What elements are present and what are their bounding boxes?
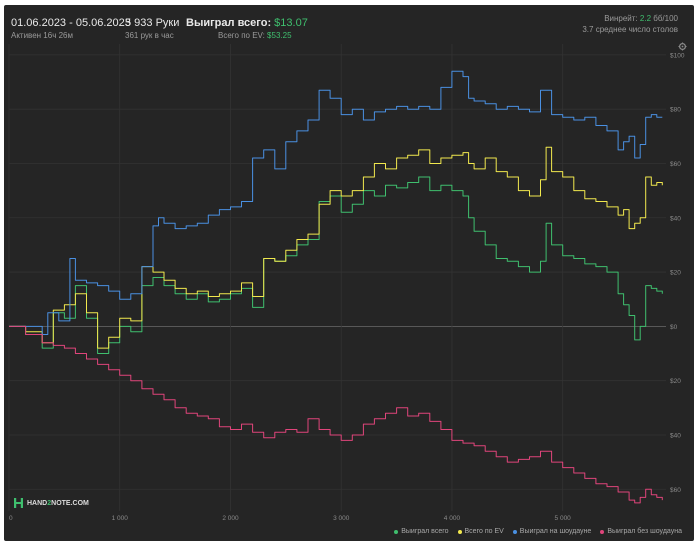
avg-tables: 3.7 среднее число столов (582, 25, 678, 34)
winrate-label: Винрейт: (604, 14, 638, 23)
hand2note-logo: HAND2NOTE.COM (14, 497, 89, 509)
legend-marker (600, 529, 605, 534)
x-tick-label: 4 000 (444, 515, 461, 522)
series-line (9, 176, 663, 354)
y-tick-label: $0 (670, 324, 678, 331)
chart-legend: Выиграл всего Всего по EV Выиграл на шоу… (394, 528, 682, 535)
active-time: Активен 16ч 26м (11, 31, 73, 40)
series-line (9, 70, 663, 335)
won-total-value: $13.07 (274, 17, 308, 29)
y-tick-label: $20 (670, 270, 681, 277)
won-total-label: Выиграл всего: (186, 17, 272, 29)
legend-marker (457, 529, 462, 534)
profit-chart: $100 $80 $60 $40 $20 $0 $20 $40 $60 0 1 000 2 000 3 … (8, 44, 685, 522)
ev-value: $53.25 (267, 31, 292, 40)
x-tick-label: 5 000 (555, 515, 572, 522)
x-tick-label: 3 000 (333, 515, 350, 522)
x-tick-label: 0 (9, 515, 13, 522)
x-tick-label: 2 000 (222, 515, 239, 522)
legend-marker (394, 529, 399, 534)
date-range: 01.06.2023 - 05.06.2023 (11, 17, 131, 29)
y-tick-label: $20 (670, 378, 681, 385)
legend-marker (512, 529, 517, 534)
won-total: Выиграл всего: $13.07 (186, 17, 308, 29)
series-line (9, 146, 663, 349)
x-tick-label: 1 000 (112, 515, 129, 522)
y-tick-label: $100 (670, 52, 685, 59)
legend-item-non-showdown[interactable]: Выиграл без шоудауна (600, 528, 682, 535)
y-tick-label: $80 (670, 107, 681, 114)
gear-icon[interactable] (678, 42, 687, 51)
ev-label: Всего по EV: (218, 31, 265, 40)
y-tick-label: $40 (670, 432, 681, 439)
series-line (9, 325, 663, 504)
y-tick-label: $60 (670, 487, 681, 494)
winrate-unit: бб/100 (653, 14, 678, 23)
legend-item-showdown[interactable]: Выиграл на шоудауне (512, 528, 591, 535)
y-tick-label: $40 (670, 215, 681, 222)
ev-total: Всего по EV: $53.25 (218, 31, 292, 40)
hands-count: 5 933 Руки (125, 17, 180, 29)
y-tick-label: $60 (670, 161, 681, 168)
winrate-value: 2.2 (639, 14, 652, 23)
logo-text: HAND2NOTE.COM (27, 499, 89, 507)
legend-item-ev[interactable]: Всего по EV (457, 528, 504, 535)
hands-per-hour: 361 рук в час (125, 31, 174, 40)
hand2note-logo-icon (14, 498, 23, 508)
winrate: Винрейт: 2.2 бб/100 (604, 14, 678, 23)
legend-item-won-total[interactable]: Выиграл всего (394, 528, 449, 535)
graph-panel: 01.06.2023 - 05.06.2023 Активен 16ч 26м … (4, 5, 694, 541)
